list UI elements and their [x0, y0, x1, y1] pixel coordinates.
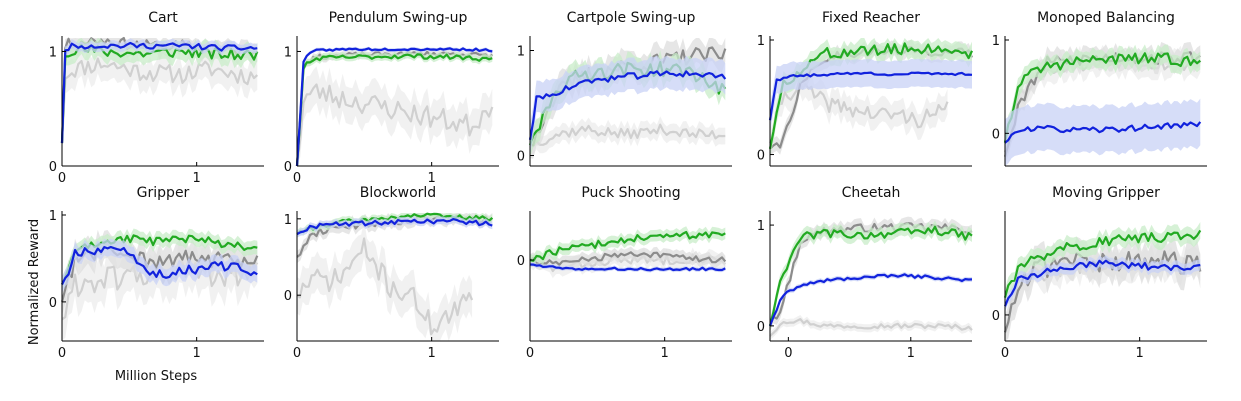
subplot-title: Monoped Balancing [1037, 10, 1175, 26]
series-3-line [768, 225, 973, 327]
series-1-line [60, 57, 259, 144]
subplot-5: Monoped Balancing 0 1 [992, 10, 1207, 167]
series-3-line [295, 53, 493, 167]
subplot-2: Pendulum Swing-up 0 1 0 1 [284, 10, 499, 186]
y-tick-label: 0 [757, 320, 765, 335]
x-tick-label: 1 [428, 346, 436, 361]
series-1-line [296, 237, 474, 336]
x-tick-label: 1 [1136, 346, 1144, 361]
subplot-title: Fixed Reacher [822, 10, 920, 26]
series-2-band [530, 246, 726, 271]
subplot-10: Moving Gripper 0 0 1 [992, 185, 1207, 361]
subplot-title: Cartpole Swing-up [567, 10, 696, 26]
subplot-1: Cart 0 1 0 1 [49, 10, 264, 186]
series-3-line [1003, 229, 1202, 298]
x-tick-label: 1 [193, 346, 201, 361]
series-3-band [770, 38, 972, 158]
y-tick-label: 1 [284, 213, 292, 228]
y-tick-label: 0 [992, 127, 1000, 142]
series-4-line [295, 47, 493, 167]
x-tick-label: 0 [784, 346, 792, 361]
subplot-6: Gripper 0 1 0 1 [49, 185, 264, 361]
series-1-band [62, 44, 258, 158]
subplot-title: Pendulum Swing-up [329, 10, 468, 26]
subplot-title: Moving Gripper [1052, 185, 1160, 201]
subplot-title: Cheetah [842, 185, 901, 201]
series-1-band [1005, 45, 1201, 164]
subplot-9: Cheetah 0 1 0 1 [757, 185, 973, 361]
series-4-line [1004, 121, 1202, 144]
series-4-line [61, 245, 258, 285]
series-4-band [530, 55, 726, 156]
series-4-line [60, 41, 258, 144]
y-tick-label: 1 [757, 219, 765, 234]
series-4-line [296, 218, 493, 236]
series-4-band [770, 58, 972, 134]
series-4-line [768, 71, 973, 121]
x-tick-label: 0 [293, 171, 301, 186]
x-tick-label: 0 [293, 346, 301, 361]
series-3-band [1005, 222, 1201, 306]
y-tick-label: 1 [49, 45, 57, 60]
y-tick-label: 0 [517, 254, 525, 269]
y-tick-label: 1 [517, 45, 525, 60]
subplot-4: Fixed Reacher 0 1 [757, 10, 973, 167]
series-1-band [297, 66, 493, 166]
x-tick-label: 1 [193, 171, 201, 186]
subplot-title: Puck Shooting [581, 185, 680, 201]
subplot-title: Blockworld [360, 185, 436, 201]
y-tick-label: 0 [992, 309, 1000, 324]
x-tick-label: 1 [661, 346, 669, 361]
series-1-line [295, 83, 494, 167]
series-4-line [528, 70, 727, 140]
y-tick-label: 0 [757, 149, 765, 164]
series-3-band [297, 50, 493, 167]
x-tick-label: 1 [907, 346, 915, 361]
series-4-line [1003, 259, 1201, 307]
y-tick-label: 1 [49, 209, 57, 224]
subplot-8: Puck Shooting 0 0 1 [517, 185, 732, 361]
series-3-line [529, 230, 726, 262]
subplot-7: Blockworld 0 1 0 1 [284, 185, 499, 361]
x-tick-label: 1 [428, 171, 436, 186]
x-axis-label: Million Steps [115, 369, 198, 384]
series-4-band [1005, 98, 1201, 166]
series-1-line [769, 318, 973, 337]
subplot-3: Cartpole Swing-up 0 1 [517, 10, 732, 167]
series-3-band [770, 220, 972, 333]
subplot-title: Cart [148, 10, 178, 26]
y-axis-label: Normalized Reward [27, 219, 42, 345]
y-tick-label: 1 [757, 34, 765, 49]
series-4-line [529, 263, 726, 272]
x-tick-label: 0 [58, 171, 66, 186]
x-tick-label: 0 [526, 346, 534, 361]
y-tick-label: 0 [284, 160, 292, 175]
series-2-line [529, 251, 727, 266]
x-tick-label: 0 [58, 346, 66, 361]
y-tick-label: 0 [284, 289, 292, 304]
y-tick-label: 0 [49, 296, 57, 311]
x-tick-label: 0 [1001, 346, 1009, 361]
y-tick-label: 0 [517, 150, 525, 165]
series-4-line [768, 273, 973, 327]
series-3-band [530, 226, 726, 267]
series-3-band [1005, 44, 1201, 152]
y-tick-label: 0 [49, 160, 57, 175]
y-tick-label: 1 [284, 45, 292, 60]
series-1-band [530, 116, 726, 155]
series-1-line [529, 123, 726, 148]
series-3-line [1003, 52, 1201, 143]
series-4-band [62, 238, 258, 293]
y-tick-label: 1 [992, 34, 1000, 49]
subplot-title: Gripper [137, 185, 190, 201]
